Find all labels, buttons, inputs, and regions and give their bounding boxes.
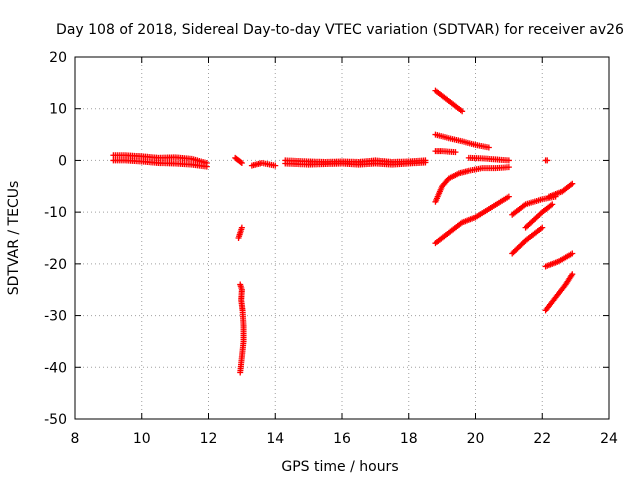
data-points (110, 87, 576, 376)
data-point (569, 180, 576, 187)
data-point (237, 281, 244, 288)
data-point (505, 164, 512, 171)
data-point (569, 271, 576, 278)
x-tick-label: 18 (400, 431, 418, 447)
y-tick-label: 10 (49, 102, 67, 118)
series-arc-13 (542, 271, 576, 314)
y-tick-label: -10 (44, 205, 67, 221)
series-drop-a (235, 224, 245, 241)
y-axis-label: SDTVAR / TECUs (6, 181, 22, 296)
data-point (238, 224, 245, 231)
series-arc-5 (432, 164, 512, 205)
data-point (452, 149, 459, 156)
x-axis-label: GPS time / hours (281, 459, 398, 475)
series-arc-3 (432, 148, 459, 156)
data-point (238, 160, 245, 167)
data-point (569, 250, 576, 257)
data-point (203, 163, 210, 170)
series-arc-1 (432, 87, 466, 115)
series-band-4 (248, 160, 279, 169)
y-tick-label: -40 (44, 360, 67, 376)
series-drop-b (237, 281, 247, 376)
y-tick-label: -30 (44, 309, 67, 325)
y-tick-label: 0 (58, 153, 67, 169)
series-arc-10 (542, 157, 551, 164)
data-point (422, 159, 429, 166)
x-tick-label: 22 (533, 431, 551, 447)
series-arc-12 (542, 250, 576, 270)
data-point (539, 224, 546, 231)
series-arc-2 (432, 131, 492, 151)
series-arc-8 (509, 224, 546, 257)
series-band-3 (232, 154, 245, 167)
series-band-2 (110, 157, 210, 170)
series-arc-11 (545, 180, 576, 200)
series-band-1 (110, 152, 210, 167)
data-point (505, 157, 512, 164)
data-point (549, 201, 556, 208)
x-tick-label: 10 (133, 431, 151, 447)
x-tick-label: 16 (333, 431, 351, 447)
series-arc-4 (465, 154, 512, 164)
series-arc-6 (432, 193, 512, 247)
x-tick-label: 24 (600, 431, 618, 447)
data-point (544, 157, 551, 164)
data-point (505, 193, 512, 200)
y-tick-label: -50 (44, 412, 67, 428)
x-tick-label: 20 (467, 431, 485, 447)
data-point (237, 159, 244, 166)
data-point (459, 108, 466, 115)
data-point (485, 144, 492, 151)
data-point (272, 162, 279, 169)
chart-title: Day 108 of 2018, Sidereal Day-to-day VTE… (56, 22, 624, 38)
series-arc-9 (522, 201, 556, 231)
y-tick-label: 20 (49, 50, 67, 66)
series-band-6 (282, 159, 429, 168)
x-tick-label: 14 (266, 431, 284, 447)
x-tick-label: 12 (200, 431, 218, 447)
axis-ticks: 8 10 12 14 16 18 20 22 24 20 10 0 -10 -20 -30 -40 -50 (44, 50, 618, 447)
y-tick-label: -20 (44, 257, 67, 273)
x-tick-label: 8 (71, 431, 80, 447)
